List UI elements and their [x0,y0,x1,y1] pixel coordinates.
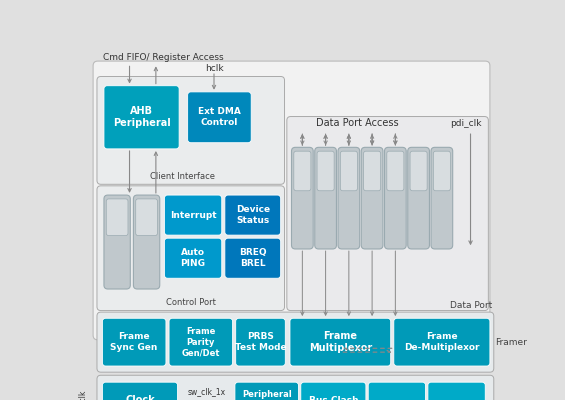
Text: pdi_clk: pdi_clk [450,119,481,128]
Text: Peripheral
Rate
Control: Peripheral Rate Control [242,390,292,400]
Text: Bus Clash
Detect: Bus Clash Detect [308,396,358,400]
FancyBboxPatch shape [315,147,336,249]
Text: Device
Status: Device Status [236,205,270,225]
FancyBboxPatch shape [361,147,383,249]
FancyBboxPatch shape [169,318,233,366]
FancyBboxPatch shape [431,147,453,249]
FancyBboxPatch shape [102,318,166,366]
Text: Clock
Gear Box: Clock Gear Box [115,395,165,400]
FancyBboxPatch shape [235,382,298,400]
Text: Auto
PING: Auto PING [181,248,206,268]
FancyBboxPatch shape [368,382,425,400]
FancyBboxPatch shape [363,151,381,191]
FancyBboxPatch shape [225,195,281,235]
FancyBboxPatch shape [97,76,285,184]
Text: AHB
Peripheral: AHB Peripheral [112,106,171,128]
FancyBboxPatch shape [104,86,179,149]
FancyBboxPatch shape [136,199,158,236]
Text: Cmd FIFO/ Register Access: Cmd FIFO/ Register Access [103,53,224,62]
Text: Frame
Sync Gen: Frame Sync Gen [111,332,158,352]
FancyBboxPatch shape [133,195,160,289]
FancyBboxPatch shape [236,318,285,366]
Text: Data Port Access: Data Port Access [316,118,399,128]
FancyBboxPatch shape [97,375,494,400]
FancyBboxPatch shape [164,238,221,278]
Text: Client Interface: Client Interface [150,172,215,181]
FancyBboxPatch shape [394,318,490,366]
FancyBboxPatch shape [292,147,313,249]
Text: Frame
Parity
Gen/Det: Frame Parity Gen/Det [181,326,220,358]
Text: Ext DMA
Control: Ext DMA Control [198,107,241,127]
Text: sw_clk_1x: sw_clk_1x [187,387,225,396]
Text: msrc_clk: msrc_clk [77,389,86,400]
FancyBboxPatch shape [225,238,281,278]
Text: Frame
Multiplexor: Frame Multiplexor [308,331,372,353]
FancyBboxPatch shape [104,195,131,289]
FancyBboxPatch shape [93,61,490,340]
FancyBboxPatch shape [287,116,488,310]
Text: hclk: hclk [205,64,223,73]
FancyBboxPatch shape [408,147,429,249]
FancyBboxPatch shape [410,151,427,191]
FancyBboxPatch shape [294,151,311,191]
Text: Control Port: Control Port [166,298,216,306]
FancyBboxPatch shape [340,151,358,191]
Text: Interrupt: Interrupt [170,210,216,220]
FancyBboxPatch shape [301,382,366,400]
Text: Frame
De-Multiplexor: Frame De-Multiplexor [404,332,480,352]
FancyBboxPatch shape [164,195,221,235]
Text: BREQ
BREL: BREQ BREL [239,248,267,268]
FancyBboxPatch shape [338,147,360,249]
FancyBboxPatch shape [97,186,285,310]
FancyBboxPatch shape [106,199,128,236]
FancyBboxPatch shape [385,147,406,249]
FancyBboxPatch shape [387,151,404,191]
FancyBboxPatch shape [317,151,334,191]
FancyBboxPatch shape [97,312,494,372]
FancyBboxPatch shape [188,92,251,143]
Text: PRBS
Test Mode: PRBS Test Mode [234,332,286,352]
FancyBboxPatch shape [428,382,485,400]
Text: Framer: Framer [496,338,527,347]
FancyBboxPatch shape [433,151,450,191]
FancyBboxPatch shape [290,318,391,366]
FancyBboxPatch shape [102,382,177,400]
Text: Data Port: Data Port [450,302,493,310]
